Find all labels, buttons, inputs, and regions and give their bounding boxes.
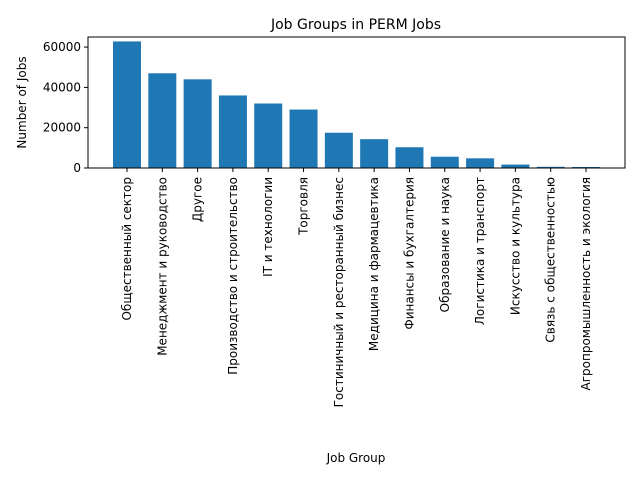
- bar: [218, 95, 247, 168]
- x-tick-label: Финансы и бухгалтерия: [402, 177, 416, 330]
- x-tick-label: Производство и строительство: [226, 177, 240, 375]
- y-tick-label: 60000: [43, 40, 81, 54]
- bar: [395, 147, 424, 168]
- y-tick-label: 20000: [43, 121, 81, 135]
- x-tick-label: Общественный сектор: [120, 177, 134, 321]
- x-tick-label: Связь с общественностью: [544, 177, 558, 343]
- x-ticks-group: Общественный сектор Менеджмент и руководс…: [120, 168, 593, 407]
- x-tick-label: Агропромышленность и экология: [579, 177, 593, 390]
- y-tick-label: 0: [73, 161, 81, 175]
- y-tick-label: 40000: [43, 80, 81, 94]
- chart-title: Job Groups in PERM Jobs: [270, 17, 441, 33]
- y-axis-label: Number of Jobs: [15, 56, 29, 148]
- bar: [466, 158, 495, 168]
- bar: [113, 41, 141, 168]
- x-tick-label: Гостиничный и ресторанный бизнес: [332, 177, 346, 407]
- x-tick-label: Образование и наука: [438, 177, 452, 312]
- bars-group: [113, 41, 600, 168]
- bar: [289, 109, 318, 168]
- x-tick-label: IT и технологии: [261, 177, 275, 277]
- y-ticks-group: 0 20000 40000 60000: [43, 40, 88, 175]
- x-tick-label: Торговля: [297, 177, 311, 236]
- x-axis-label: Job Group: [326, 451, 386, 465]
- x-tick-label: Медицина и фармацевтика: [367, 177, 381, 351]
- bar: [360, 139, 389, 168]
- plot-frame: [87, 36, 626, 169]
- bar: [430, 156, 459, 168]
- bar: [501, 164, 530, 168]
- bar: [536, 166, 565, 168]
- bar: [254, 103, 283, 168]
- bar: [572, 166, 600, 168]
- x-tick-label: Логистика и транспорт: [473, 177, 487, 325]
- bar: [148, 73, 177, 168]
- bar: [324, 132, 353, 168]
- x-tick-label: Менеджмент и руководство: [155, 177, 169, 356]
- x-tick-label: Искусство и культура: [508, 177, 522, 315]
- x-tick-label: Другое: [191, 177, 205, 222]
- bar: [183, 79, 212, 168]
